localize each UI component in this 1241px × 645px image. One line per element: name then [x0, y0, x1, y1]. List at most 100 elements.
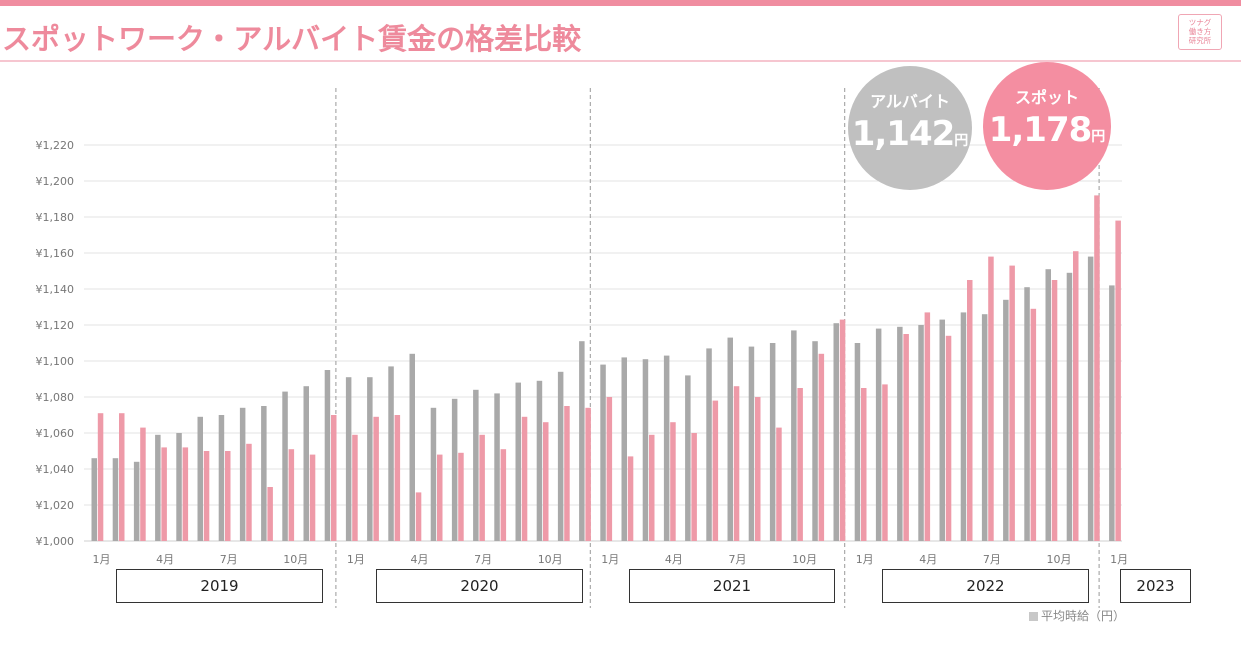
bar-arubaito: [239, 407, 246, 541]
bar-arubaito: [663, 355, 670, 541]
bar-spot: [988, 256, 994, 541]
y-tick-label: ¥1,200: [36, 175, 75, 188]
bar-spot: [203, 451, 210, 541]
bar-spot: [140, 427, 146, 541]
bar-spot: [818, 353, 825, 541]
bar-arubaito: [451, 398, 458, 541]
bar-arubaito: [494, 393, 500, 541]
bar-arubaito: [1087, 256, 1094, 541]
x-tick-label: 4月: [665, 553, 683, 566]
bar-arubaito: [918, 325, 924, 541]
bar-spot: [903, 334, 909, 541]
bar-arubaito: [854, 343, 861, 541]
x-axis-labels: 1月 4月 7月 10月 1月 4月 7月 10月 1月 4月 7月 10月 1月 4月 7月 10月 1月: [93, 553, 1129, 566]
bar-arubaito: [748, 346, 755, 541]
y-tick-label: ¥1,000: [36, 535, 75, 548]
bars: [91, 195, 1121, 541]
spot-wage-bubble: スポット 1,178円: [983, 62, 1111, 190]
bar-arubaito: [1045, 269, 1051, 541]
bar-spot: [1115, 220, 1121, 541]
arubaito-label: アルバイト: [870, 92, 950, 111]
bar-spot: [373, 416, 379, 541]
year-label-2020: 2020: [376, 569, 583, 603]
bar-spot: [755, 397, 761, 541]
bar-arubaito: [133, 461, 140, 541]
bar-spot: [437, 454, 443, 541]
spot-value-number: 1,178: [988, 110, 1093, 150]
bar-spot: [500, 449, 507, 541]
bar-arubaito: [324, 370, 331, 541]
bar-spot: [1094, 195, 1100, 541]
bar-arubaito: [579, 341, 585, 541]
bar-spot: [119, 413, 125, 541]
bar-spot: [691, 433, 697, 541]
bar-spot: [479, 434, 485, 541]
y-tick-label: ¥1,220: [36, 139, 75, 152]
logo-line: ツナグ: [1188, 18, 1212, 27]
year-label-2021: 2021: [629, 569, 835, 603]
bar-arubaito: [197, 416, 203, 541]
x-tick-label: 1月: [93, 553, 111, 566]
logo-line: 研究所: [1188, 36, 1212, 45]
bar-arubaito: [833, 323, 839, 541]
bar-arubaito: [557, 371, 564, 541]
bar-spot: [415, 492, 422, 541]
bar-arubaito: [112, 458, 119, 541]
bar-arubaito: [685, 375, 691, 541]
bar-spot: [861, 388, 867, 541]
bar-spot: [1009, 265, 1015, 541]
bar-spot: [839, 319, 846, 541]
bar-spot: [97, 413, 104, 541]
page-title: スポットワーク・アルバイト賃金の格差比較: [2, 22, 582, 56]
bar-arubaito: [409, 353, 415, 541]
bar-spot: [352, 434, 358, 541]
bar-spot: [627, 456, 634, 541]
bar-arubaito: [939, 319, 945, 541]
bar-arubaito: [345, 377, 352, 541]
arubaito-value: 1,142円: [848, 114, 972, 154]
bar-spot: [776, 427, 782, 541]
bar-spot: [309, 454, 316, 541]
x-tick-label: 1月: [347, 553, 365, 566]
bar-spot: [967, 280, 973, 541]
bar-arubaito: [473, 389, 479, 541]
bar-arubaito: [642, 359, 649, 541]
y-tick-label: ¥1,160: [36, 247, 75, 260]
x-tick-label: 10月: [283, 553, 308, 566]
x-tick-label: 7月: [983, 553, 1001, 566]
bar-arubaito: [367, 377, 373, 541]
bar-arubaito: [812, 341, 818, 541]
bar-spot: [331, 415, 337, 541]
logo-line: 働き方: [1188, 27, 1212, 36]
bar-spot: [733, 386, 740, 541]
spot-label: スポット: [1014, 88, 1079, 107]
bar-arubaito: [515, 382, 521, 541]
top-accent-bar: [0, 0, 1241, 6]
bar-spot: [564, 406, 570, 541]
y-tick-label: ¥1,180: [36, 211, 75, 224]
bar-spot: [458, 452, 464, 541]
y-tick-label: ¥1,120: [36, 319, 75, 332]
bar-arubaito: [791, 330, 797, 541]
bar-spot: [585, 407, 591, 541]
bar-arubaito: [388, 366, 394, 541]
bar-arubaito: [706, 348, 712, 541]
x-tick-label: 1月: [1110, 553, 1128, 566]
bar-arubaito: [897, 326, 903, 541]
bar-spot: [225, 451, 231, 541]
bar-arubaito: [218, 415, 225, 541]
bar-arubaito: [176, 433, 182, 541]
bar-arubaito: [261, 406, 267, 541]
y-tick-label: ¥1,060: [36, 427, 75, 440]
year-label-2022: 2022: [882, 569, 1089, 603]
bar-spot: [394, 415, 401, 541]
bar-spot: [649, 434, 655, 541]
year-label-2019: 2019: [116, 569, 323, 603]
brand-logo: ツナグ 働き方 研究所: [1178, 14, 1222, 50]
bar-arubaito: [1109, 285, 1115, 541]
bar-spot: [670, 422, 676, 541]
y-tick-label: ¥1,040: [36, 463, 75, 476]
bar-spot: [288, 449, 295, 541]
bar-spot: [521, 416, 528, 541]
